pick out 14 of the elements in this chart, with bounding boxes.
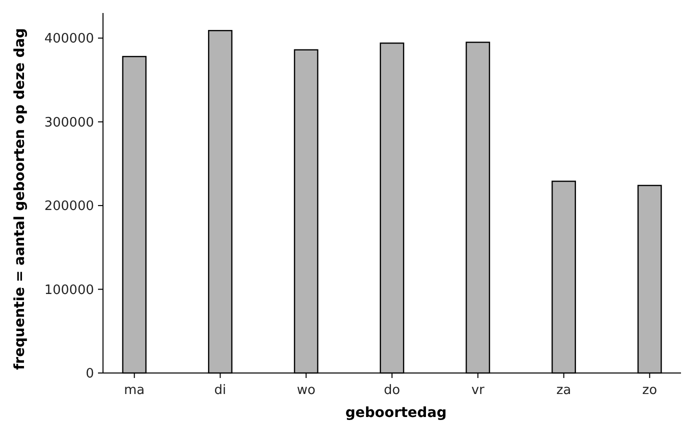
x-axis-title: geboortedag — [345, 405, 447, 421]
y-tick-label: 300000 — [44, 115, 94, 130]
x-tick-label: za — [556, 383, 572, 398]
x-tick-label: zo — [642, 383, 658, 398]
x-tick-label: do — [384, 383, 400, 398]
x-tick-label: ma — [124, 383, 145, 398]
y-tick-label: 200000 — [44, 199, 94, 214]
y-tick-label: 100000 — [44, 282, 94, 298]
x-tick-label: vr — [471, 383, 486, 398]
x-tick-label: di — [214, 383, 226, 398]
y-axis-title: frequentie = aantal geboorten op deze dag — [12, 28, 28, 370]
x-tick-label: wo — [296, 383, 316, 398]
y-tick-label: 0 — [86, 366, 94, 382]
y-tick-label: 400000 — [44, 32, 94, 47]
